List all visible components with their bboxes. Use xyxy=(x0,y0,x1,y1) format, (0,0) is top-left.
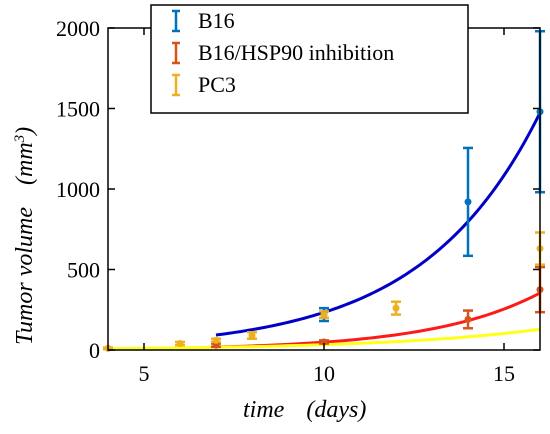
y-tick-label-0: 0 xyxy=(89,338,100,363)
legend-label-1: B16/HSP90 inhibition xyxy=(198,40,394,65)
data-point-1-0 xyxy=(212,341,220,349)
legend-box xyxy=(150,4,469,114)
data-point-2-1 xyxy=(176,340,184,348)
y-axis-label-quantity: Tumor volume xyxy=(12,207,38,345)
x-tick-label-5: 5 xyxy=(139,361,150,386)
y-axis-label-unit-exponent: 3 xyxy=(12,135,28,144)
x-tick-label-10: 10 xyxy=(313,361,335,386)
legend-label-0: B16 xyxy=(198,8,235,33)
tick-labels: 5 10 15 0 500 1000 1500 2000 xyxy=(56,16,515,386)
y-tick-label-1000: 1000 xyxy=(56,177,100,202)
y-tick-label-1500: 1500 xyxy=(56,97,100,122)
data-point-2-2 xyxy=(212,336,220,344)
data-point-2-3 xyxy=(248,332,256,340)
data-point-2-5 xyxy=(392,304,400,312)
x-axis-label-unit: (days) xyxy=(306,397,366,423)
x-axis-label: time (days) xyxy=(243,397,366,423)
x-tick-label-15: 15 xyxy=(493,361,515,386)
data-point-1-2 xyxy=(464,315,472,323)
fit-curve-0 xyxy=(215,112,542,337)
data-point-1-1 xyxy=(320,338,328,346)
legend: B16 B16/HSP90 inhibition PC3 xyxy=(150,4,469,114)
y-tick-label-2000: 2000 xyxy=(56,16,100,41)
y-tick-label-500: 500 xyxy=(67,258,100,283)
data-point-2-4 xyxy=(320,311,328,319)
fit-curve-1 xyxy=(215,291,541,349)
x-axis-label-quantity: time xyxy=(243,397,285,423)
y-axis-label: Tumor volume (mm3) xyxy=(12,127,38,345)
y-axis-label-unit: (mm xyxy=(12,142,38,185)
data-point-0-1 xyxy=(464,198,472,206)
legend-label-2: PC3 xyxy=(198,72,236,97)
data-points xyxy=(104,108,544,352)
y-axis-label-unit-close: ) xyxy=(12,127,38,137)
